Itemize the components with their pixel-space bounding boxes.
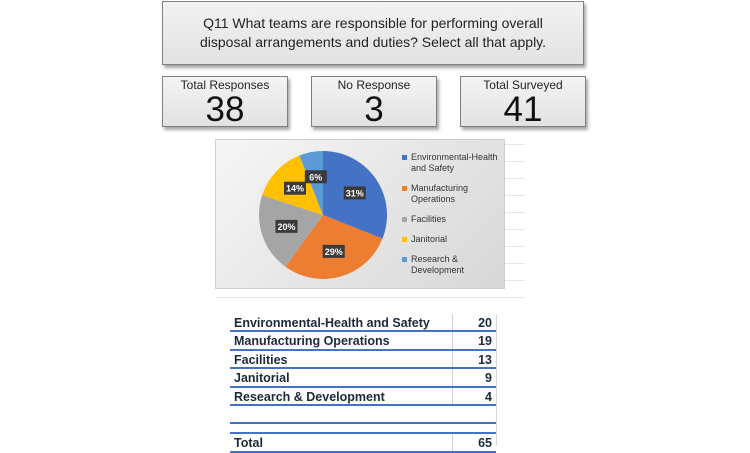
table-blank-row xyxy=(230,406,496,425)
legend-item: Manufacturing Operations xyxy=(402,183,504,205)
table-row: Manufacturing Operations 19 xyxy=(230,332,496,351)
table-cell-divider xyxy=(452,369,453,386)
total-surveyed-box: Total Surveyed 41 xyxy=(460,76,586,129)
legend-swatch xyxy=(402,217,407,222)
legend-label: Facilities xyxy=(411,214,447,224)
table-cell-value: 13 xyxy=(478,352,492,367)
table-cell-value: 19 xyxy=(478,334,492,349)
table-cell-value: 9 xyxy=(485,371,492,386)
legend-label: Research & Development xyxy=(411,254,465,275)
total-responses-label: Total Responses xyxy=(180,78,270,92)
legend-label: Manufacturing Operations xyxy=(411,183,469,204)
table-row: Facilities 13 xyxy=(230,350,496,370)
table-row: Research & Development 4 xyxy=(230,387,496,406)
no-response-box: No Response 3 xyxy=(311,76,437,129)
pie-label-bg-3 xyxy=(284,181,307,195)
pie-label-4: 6% xyxy=(309,172,322,182)
table-cell-value: 4 xyxy=(485,389,492,404)
table-cell-divider xyxy=(452,314,453,331)
table-cell-value: 65 xyxy=(478,436,492,451)
table-cell-divider xyxy=(452,434,453,451)
total-surveyed-value: 41 xyxy=(503,90,543,129)
pie-label-bg-4 xyxy=(304,170,327,184)
pie-label-3: 14% xyxy=(286,184,304,194)
table-row: Environmental-Health and Safety 20 xyxy=(230,314,496,333)
total-responses-box: Total Responses 38 xyxy=(162,76,288,129)
question-text: Q11 What teams are responsible for perfo… xyxy=(199,15,547,50)
table-cell-name: Research & Development xyxy=(234,389,385,404)
pie-chart-svg: 31% 29% 20% 14% 6% xyxy=(259,151,387,279)
legend-swatch xyxy=(402,237,407,242)
response-table: Environmental-Health and Safety 20 Manufac… xyxy=(230,314,496,453)
pie-label-1: 29% xyxy=(325,247,343,257)
question-box: Q11 What teams are responsible for perfo… xyxy=(162,1,584,65)
table-cell-name: Facilities xyxy=(234,352,288,367)
pie-label-2: 20% xyxy=(277,222,295,232)
table-cell-name: Total xyxy=(234,436,263,451)
table-cell-name: Janitorial xyxy=(234,371,290,386)
legend-swatch xyxy=(402,155,407,160)
pie-label-bg-2 xyxy=(275,219,298,233)
table-row: Janitorial 9 xyxy=(230,369,496,388)
table-cell-divider xyxy=(452,387,453,404)
pie-chart: 31% 29% 20% 14% 6% Environmental-Health and … xyxy=(215,139,505,289)
table-cell-name: Manufacturing Operations xyxy=(234,334,390,349)
pie-label-bg-0 xyxy=(343,186,366,200)
legend-item: Research & Development xyxy=(402,254,504,276)
pie-label-0: 31% xyxy=(346,188,364,198)
no-response-value: 3 xyxy=(364,90,384,129)
table-cell-divider xyxy=(452,350,453,368)
table-cell-name: Environmental-Health and Safety xyxy=(234,316,430,330)
total-responses-value: 38 xyxy=(205,90,245,129)
table-spacer-row xyxy=(230,424,496,435)
table-gridline xyxy=(496,314,497,446)
legend-swatch xyxy=(402,186,407,191)
legend-swatch xyxy=(402,257,407,262)
no-response-label: No Response xyxy=(337,78,411,92)
legend-label: Environmental-Health and Safety xyxy=(411,152,498,173)
legend-item: Facilities xyxy=(402,214,504,225)
table-cell-divider xyxy=(452,332,453,349)
table-cell-value: 20 xyxy=(478,316,492,330)
legend-item: Janitorial xyxy=(402,234,504,245)
legend-item: Environmental-Health and Safety xyxy=(402,152,504,174)
pie-label-bg-1 xyxy=(322,244,345,258)
legend-label: Janitorial xyxy=(411,234,448,244)
total-surveyed-label: Total Surveyed xyxy=(483,78,563,92)
chart-legend: Environmental-Health and Safety Manufactu… xyxy=(402,152,504,285)
